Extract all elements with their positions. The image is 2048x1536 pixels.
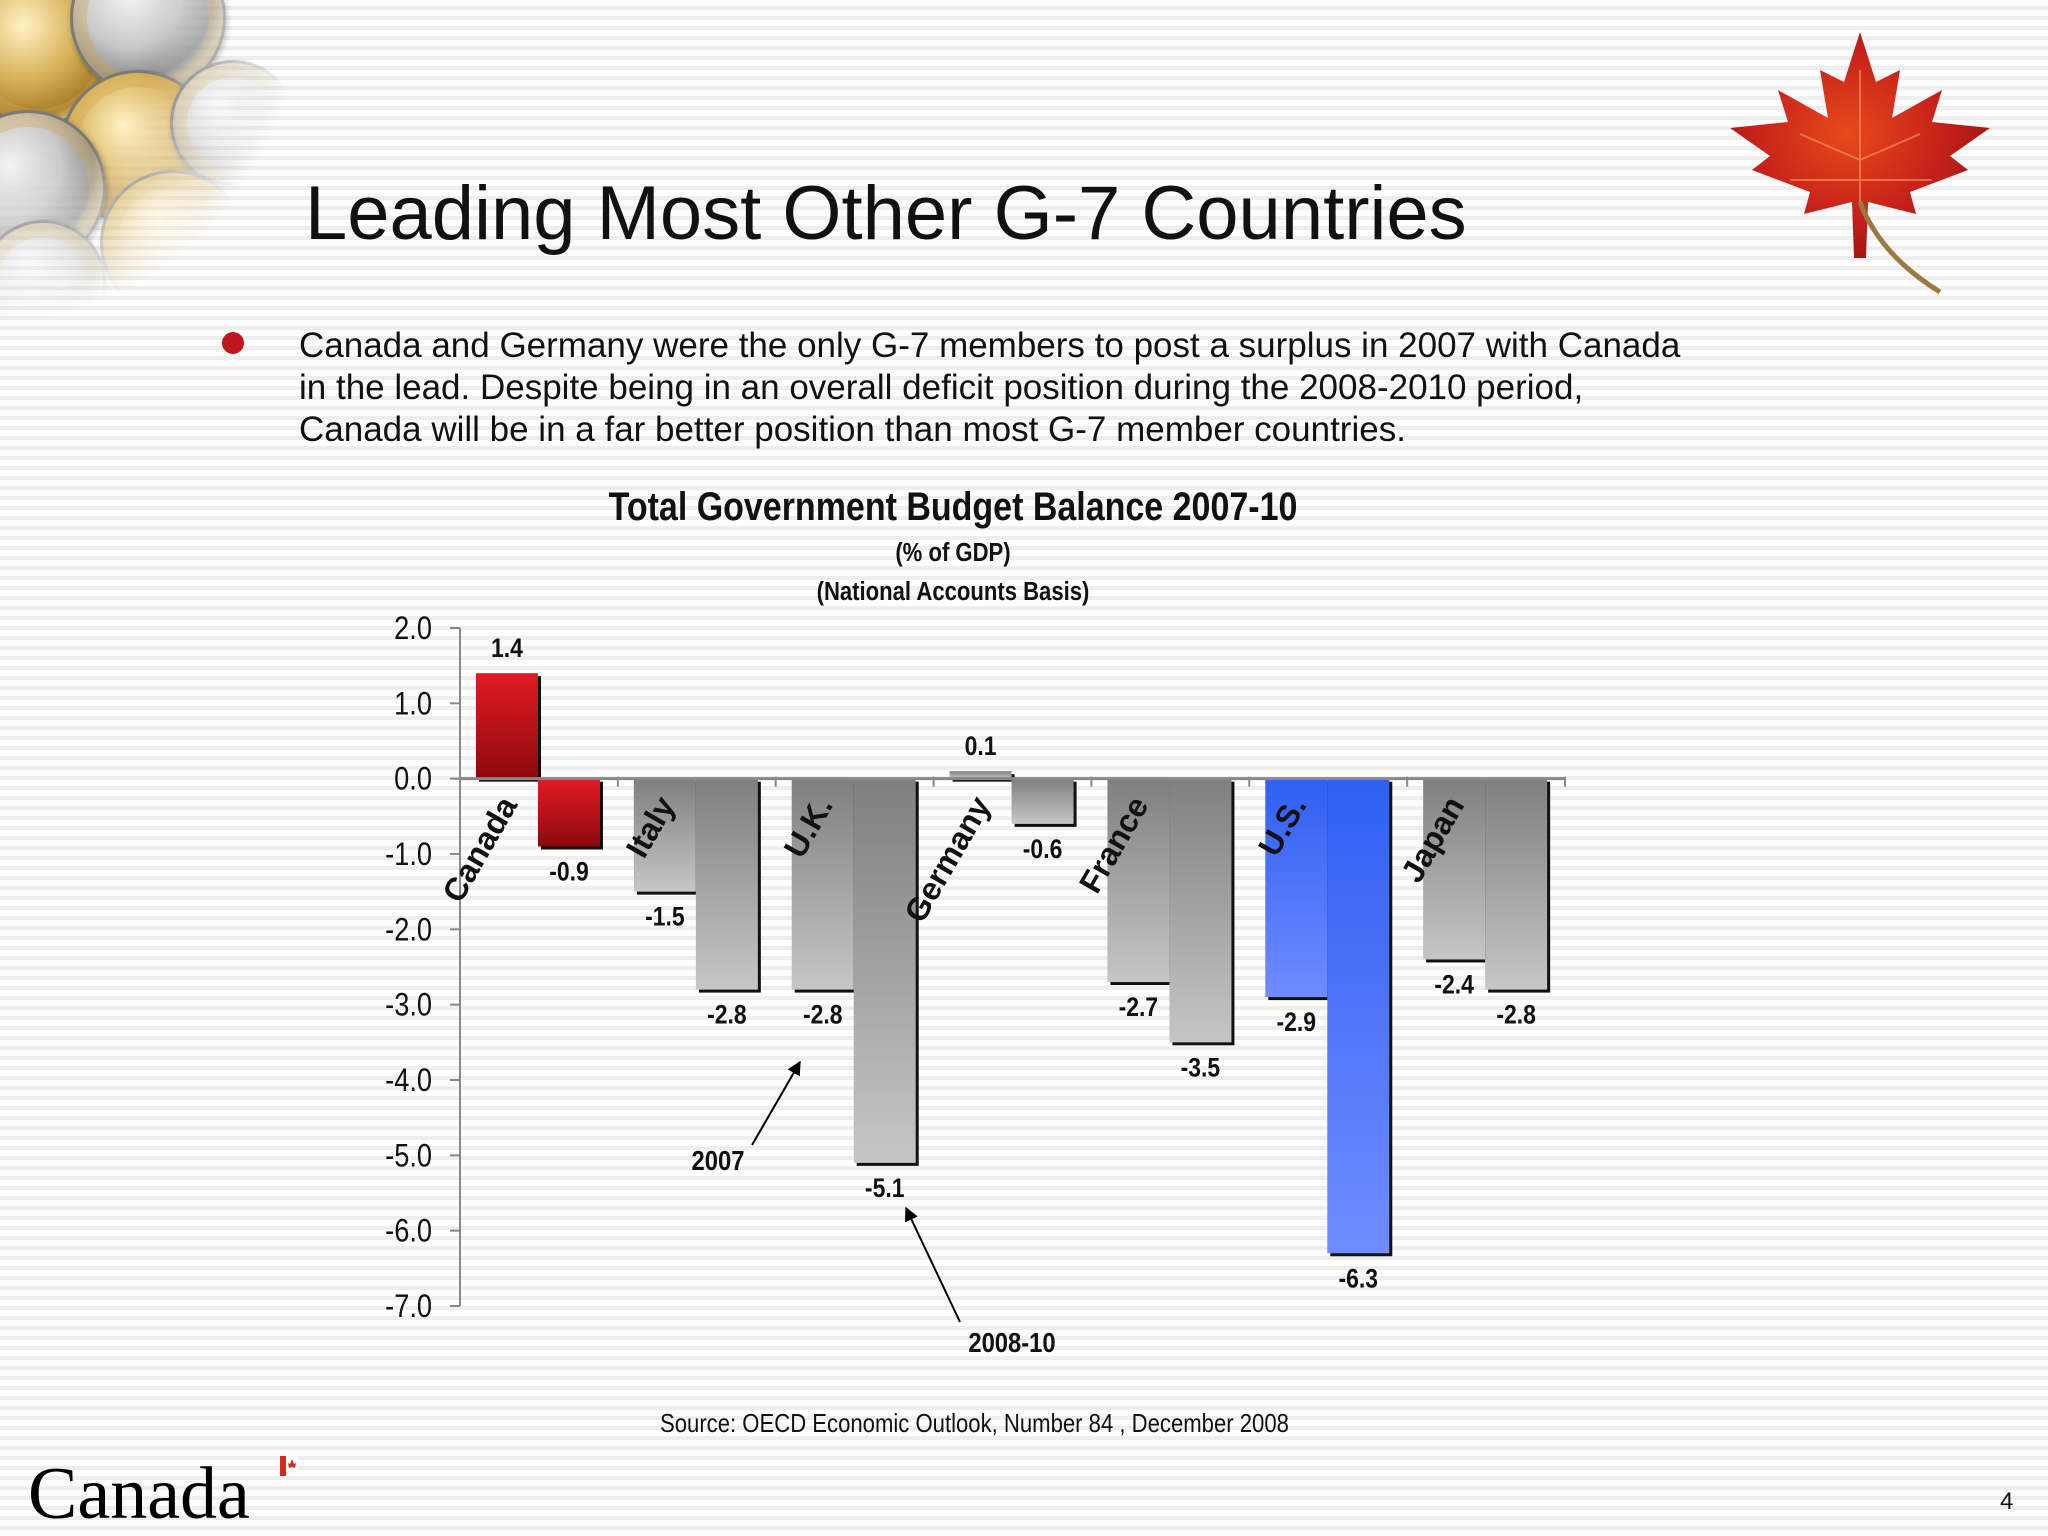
y-tick-label: -5.0 — [385, 1138, 432, 1174]
value-label: -6.3 — [1339, 1264, 1379, 1294]
bullet-text: Canada and Germany were the only G-7 mem… — [299, 326, 1681, 449]
y-tick-label: -6.0 — [385, 1214, 432, 1250]
bar-france-2007 — [1107, 778, 1170, 983]
value-label: -2.8 — [1496, 1000, 1536, 1030]
y-tick-label: -2.0 — [385, 912, 432, 948]
bar-uk-2008-10 — [853, 778, 916, 1163]
value-label: -0.9 — [549, 857, 589, 887]
annotation-2008-10-arrow — [905, 1206, 961, 1323]
chart-subtitle-basis: (National Accounts Basis) — [817, 577, 1090, 606]
y-tick-label: 0.0 — [394, 762, 432, 798]
bar-italy-2008-10 — [695, 778, 758, 990]
bar-germany-2007 — [949, 771, 1012, 779]
budget-balance-chart: Total Government Budget Balance 2007-10 … — [385, 483, 1566, 1358]
bar-japan-2007 — [1423, 778, 1486, 960]
annotation-2008-10: 2008-10 — [905, 1206, 1056, 1358]
bar-canada-2008-10 — [538, 778, 600, 847]
annotation-2007: 2007 — [692, 1060, 801, 1176]
bar-us-2008-10 — [1327, 778, 1390, 1254]
value-label: -2.7 — [1119, 992, 1159, 1022]
chart-title: Total Government Budget Balance 2007-10 — [609, 483, 1298, 528]
slide-title: Leading Most Other G-7 Countries — [305, 171, 1467, 256]
y-tick-label: -1.0 — [385, 837, 432, 873]
value-label: 0.1 — [965, 731, 997, 761]
y-tick-label: -4.0 — [385, 1063, 432, 1099]
y-tick-label: 2.0 — [394, 611, 432, 647]
value-label: -2.4 — [1434, 970, 1474, 1000]
bar-france-2008-10 — [1169, 778, 1232, 1043]
category-label: Canada — [435, 790, 524, 908]
value-label: -2.8 — [707, 1000, 747, 1030]
bar-germany-2008-10 — [1011, 778, 1074, 824]
chart-subtitle: (% of GDP) — [895, 538, 1010, 567]
y-tick-label: 1.0 — [394, 686, 432, 722]
value-label: -2.8 — [803, 1000, 843, 1030]
bar-uk-2007 — [791, 778, 854, 990]
canada-wordmark-text: Canada — [28, 1453, 250, 1528]
bullet-dot — [222, 332, 244, 354]
bars — [476, 673, 1551, 1257]
value-label: -3.5 — [1181, 1053, 1221, 1083]
bar-us-2007 — [1265, 778, 1328, 998]
y-axis: 2.0 1.0 0.0 -1.0 -2.0 -3.0 -4.0 -5.0 -6.0 -7.0 — [385, 611, 461, 1325]
value-label: -2.9 — [1277, 1007, 1317, 1037]
y-tick-label: -3.0 — [385, 988, 432, 1024]
source-note: Source: OECD Economic Outlook, Number 84… — [660, 1408, 1289, 1438]
value-label: -0.6 — [1023, 834, 1063, 864]
bar-canada-2007 — [476, 673, 538, 779]
bar-japan-2008-10 — [1485, 778, 1548, 990]
value-label: -5.1 — [865, 1173, 905, 1203]
value-label: -1.5 — [645, 902, 685, 932]
value-label: 1.4 — [491, 633, 523, 663]
canada-flag-icon — [280, 1456, 298, 1476]
annotation-2007-arrow — [751, 1060, 801, 1146]
maple-leaf-icon — [1730, 32, 1990, 295]
bar-italy-2007 — [633, 778, 696, 892]
annotation-2008-10-label: 2008-10 — [968, 1326, 1055, 1358]
y-tick-label: -7.0 — [385, 1289, 432, 1325]
coins-photo — [0, 0, 300, 320]
x-axis — [459, 776, 1566, 787]
page-number: 4 — [2000, 1488, 2014, 1515]
annotation-2007-label: 2007 — [692, 1144, 745, 1176]
value-labels: 1.4 -0.9 -1.5 -2.8 -2.8 -5.1 0.1 -0.6 -2.7 -3.5 -2… — [491, 633, 1536, 1293]
canada-wordmark-logo: Canada — [28, 1453, 298, 1528]
